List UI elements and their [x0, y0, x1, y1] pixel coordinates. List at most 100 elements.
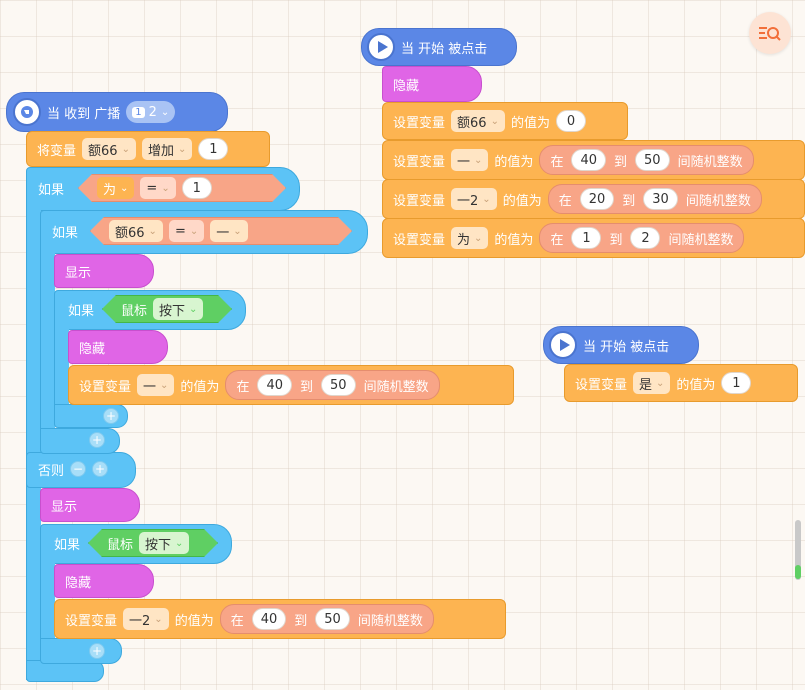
random-at: 在	[550, 154, 564, 170]
set-variable-block[interactable]: 设置变量 一2 ⌄ 的值为 在 40 到 50 间随机整数	[54, 599, 506, 639]
var-reporter-dropdown[interactable]: 一 ⌄	[210, 220, 247, 242]
random-suffix: 间随机整数	[668, 232, 734, 248]
start-hat-block[interactable]: 当 开始 被点击	[361, 28, 517, 66]
broadcast-value: 2	[148, 104, 157, 120]
hide-block[interactable]: 隐藏	[382, 66, 482, 102]
operator-dropdown[interactable]: = ⌄	[140, 177, 175, 199]
sensor-label: 鼠标	[121, 303, 148, 319]
add-button[interactable]: +	[89, 643, 105, 659]
set-variable-block[interactable]: 设置变量 是 ⌄ 的值为 1	[564, 364, 798, 402]
set-mid: 的值为	[510, 115, 550, 131]
if3-condition[interactable]: 鼠标 按下 ⌄	[102, 295, 232, 323]
random-suffix: 间随机整数	[677, 154, 743, 170]
broadcast-dropdown[interactable]: 1 2 ⌄	[126, 101, 176, 123]
remove-else-button[interactable]: −	[70, 461, 87, 477]
set-mid: 的值为	[494, 154, 534, 170]
hide-block[interactable]: 隐藏	[68, 330, 168, 364]
variable-dropdown[interactable]: 一 ⌄	[451, 149, 489, 171]
equal-magnifier-icon	[759, 27, 781, 41]
add-else-button[interactable]: +	[92, 461, 109, 477]
chevron-down-icon: ⌄	[154, 613, 163, 625]
start-hat-label: 当 开始 被点击	[583, 339, 670, 355]
variable-dropdown[interactable]: 额66 ⌄	[451, 110, 505, 132]
if4-condition[interactable]: 鼠标 按下 ⌄	[88, 529, 218, 557]
if1-condition[interactable]: 为 ⌄ = ⌄ 1	[78, 174, 286, 202]
variable-dropdown[interactable]: 一2 ⌄	[451, 188, 497, 210]
show-label: 显示	[51, 499, 78, 515]
set-variable-block[interactable]: 设置变量 额66 ⌄ 的值为 0	[382, 102, 628, 140]
if2-arm	[40, 248, 55, 434]
if3-label: 如果	[68, 303, 95, 319]
variable-name: 额66	[88, 143, 118, 159]
if1-label: 如果	[38, 182, 65, 198]
set-variable-block[interactable]: 设置变量 为 ⌄ 的值为 在 1 到 2 间随机整数	[382, 218, 805, 258]
show-block[interactable]: 显示	[54, 254, 154, 288]
var-reporter-dropdown[interactable]: 为 ⌄	[97, 177, 134, 199]
hide-label: 隐藏	[65, 575, 92, 591]
random-to-input[interactable]: 30	[643, 188, 678, 210]
set-variable-block[interactable]: 设置变量 一 ⌄ 的值为 在 40 到 50 间随机整数	[68, 365, 514, 405]
var-reporter-dropdown[interactable]: 额66 ⌄	[109, 220, 163, 242]
variable-dropdown[interactable]: 一 ⌄	[137, 374, 175, 396]
chevron-down-icon: ⌄	[189, 225, 199, 237]
if2-condition[interactable]: 额66 ⌄ = ⌄ 一 ⌄	[90, 217, 352, 245]
random-from-input[interactable]: 1	[571, 227, 602, 249]
if1-left: 为	[103, 182, 117, 198]
operator-dropdown[interactable]: = ⌄	[169, 220, 204, 242]
if1-op: =	[146, 180, 158, 196]
chevron-down-icon: ⌄	[177, 143, 187, 155]
random-suffix: 间随机整数	[685, 193, 751, 209]
random-int-reporter[interactable]: 在 40 到 50 间随机整数	[219, 604, 434, 634]
set-variable-block[interactable]: 设置变量 一2 ⌄ 的值为 在 20 到 30 间随机整数	[382, 179, 805, 219]
change-variable-block[interactable]: 将变量 额66 ⌄ 增加 ⌄ 1	[26, 131, 270, 167]
random-int-reporter[interactable]: 在 20 到 30 间随机整数	[547, 184, 762, 214]
random-suffix: 间随机整数	[363, 379, 429, 395]
eq-zoom-button[interactable]	[749, 12, 791, 54]
random-to-input[interactable]: 50	[315, 608, 350, 630]
random-from-input[interactable]: 20	[579, 188, 615, 210]
start-hat-block[interactable]: 当 开始 被点击	[543, 326, 699, 364]
chevron-down-icon: ⌄	[160, 106, 170, 118]
play-icon	[549, 331, 577, 359]
random-at: 在	[558, 193, 572, 209]
random-from-input[interactable]: 40	[257, 374, 292, 396]
random-at: 在	[236, 379, 250, 395]
if3-header: 如果	[54, 292, 104, 326]
variable-dropdown[interactable]: 为 ⌄	[451, 227, 489, 249]
random-to-input[interactable]: 2	[630, 227, 661, 249]
random-int-reporter[interactable]: 在 40 到 50 间随机整数	[539, 145, 754, 175]
set-value-input[interactable]: 1	[721, 372, 752, 394]
hide-block[interactable]: 隐藏	[54, 564, 154, 598]
random-to-input[interactable]: 50	[635, 149, 670, 171]
random-int-reporter[interactable]: 在 40 到 50 间随机整数	[225, 370, 440, 400]
mouse-state: 按下	[145, 537, 172, 553]
if3-arm	[54, 326, 69, 420]
random-from-input[interactable]: 40	[571, 149, 606, 171]
else-label: 否则	[38, 463, 65, 479]
random-int-reporter[interactable]: 在 1 到 2 间随机整数	[539, 223, 745, 253]
variable-dropdown[interactable]: 是 ⌄	[633, 372, 671, 394]
variable-dropdown[interactable]: 额66 ⌄	[82, 138, 136, 160]
show-block[interactable]: 显示	[40, 488, 140, 522]
change-amount-input[interactable]: 1	[198, 138, 229, 160]
random-from-input[interactable]: 40	[251, 608, 287, 630]
chevron-down-icon: ⌄	[482, 193, 491, 205]
change-op-dropdown[interactable]: 增加 ⌄	[141, 138, 193, 160]
set-value-input[interactable]: 0	[555, 110, 586, 132]
set-variable-block[interactable]: 设置变量 一 ⌄ 的值为 在 40 到 50 间随机整数	[382, 140, 805, 180]
else-header: 否则 − +	[26, 452, 118, 486]
chevron-down-icon: ⌄	[160, 379, 169, 391]
mouse-state-dropdown[interactable]: 按下 ⌄	[139, 532, 189, 554]
broadcast-hat-block[interactable]: 当 收到 广播 1 2 ⌄	[6, 92, 228, 132]
variable-dropdown[interactable]: 一2 ⌄	[123, 608, 169, 630]
add-button[interactable]: +	[103, 408, 119, 424]
mouse-state-dropdown[interactable]: 按下 ⌄	[153, 298, 203, 320]
show-label: 显示	[65, 265, 92, 281]
variable-name: 一	[143, 379, 157, 395]
variable-name: 额66	[457, 115, 487, 131]
add-button[interactable]: +	[89, 432, 105, 448]
chevron-down-icon: ⌄	[121, 143, 130, 155]
if1-right-input[interactable]: 1	[182, 177, 212, 199]
vertical-scrollbar[interactable]	[795, 520, 801, 580]
random-to-input[interactable]: 50	[321, 374, 356, 396]
